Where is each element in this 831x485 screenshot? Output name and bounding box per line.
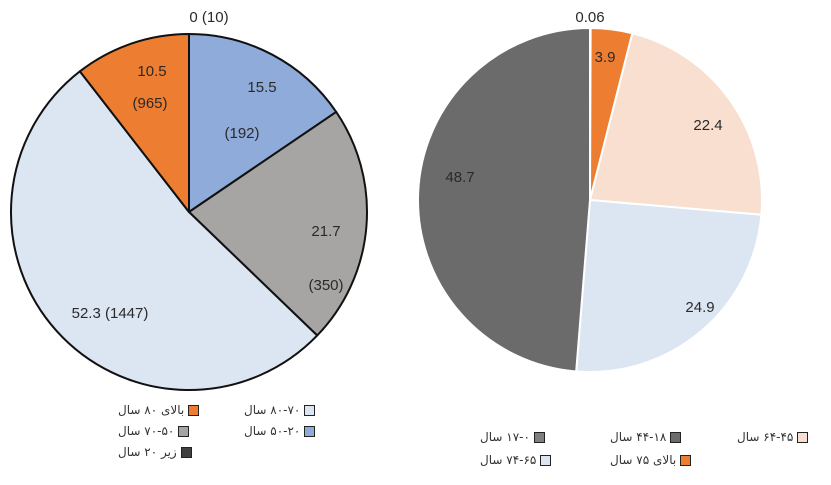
legend-swatch-icon [304, 405, 316, 416]
pie1-slice-3 [10, 70, 319, 391]
pie1-label-2: 21.7 [311, 223, 340, 240]
pie1-sublabel-4: (965) [132, 95, 167, 112]
legend-swatch-icon [180, 447, 192, 458]
pie2-slice-4 [417, 27, 591, 373]
pie1-label-1: 15.5 [247, 79, 276, 96]
pie1-sublabel-2: (350) [308, 277, 343, 294]
legend-item-left-1: ۸۰-۷۰ سال [244, 403, 316, 417]
pie1-label-3: 52.3 (1447) [72, 305, 149, 322]
pie2-slice-3 [575, 199, 763, 373]
pie1-slice-1 [188, 33, 338, 213]
legend-item-left-2: ۷۰-۵۰ سال [118, 424, 190, 438]
pie1-sublabel-1: (192) [224, 125, 259, 142]
pie2-label-0: 0.06 [575, 9, 604, 26]
pie2-slice-2 [589, 32, 763, 216]
legend-item-right-3: ۷۴-۶۵ سال [480, 453, 552, 467]
legend-swatch-icon [533, 432, 545, 443]
legend-swatch-icon [540, 455, 552, 466]
legend-swatch-icon [304, 426, 316, 437]
pie1-label-4: 10.5 [137, 63, 166, 80]
legend-swatch-icon [188, 405, 200, 416]
legend-item-left-3: ۵۰-۲۰ سال [244, 424, 316, 438]
pie2-label-4: 48.7 [445, 169, 474, 186]
legend-item-right-2: ۶۴-۴۵ سال [737, 430, 809, 444]
legend-item-right-4: بالای ۷۵ سال [610, 453, 692, 467]
pie-chart-left: 0 (10) 15.5 (192) 21.7 (350) 52.3 (1447) 10.5 (… [10, 9, 368, 391]
legend-swatch-icon [797, 432, 809, 443]
legend-item-left-4: زیر ۲۰ سال [118, 445, 192, 459]
pie2-label-1: 3.9 [595, 49, 616, 66]
legend-item-left-0: بالای ۸۰ سال [118, 403, 200, 417]
pie1-label-0: 0 (10) [189, 9, 228, 26]
pie1-slice-4 [78, 33, 190, 213]
legend-swatch-icon [178, 426, 190, 437]
legend-swatch-icon [680, 455, 692, 466]
pie-chart-right: 0.06 3.9 22.4 24.9 48.7 [417, 9, 763, 373]
pie2-label-2: 22.4 [693, 117, 722, 134]
legend-swatch-icon [670, 432, 682, 443]
pie1-slice-2 [188, 110, 368, 337]
legend-item-right-0: ۱۷-۰ سال [480, 430, 545, 444]
legend-item-right-1: ۴۴-۱۸ سال [610, 430, 682, 444]
pie2-label-3: 24.9 [685, 299, 714, 316]
